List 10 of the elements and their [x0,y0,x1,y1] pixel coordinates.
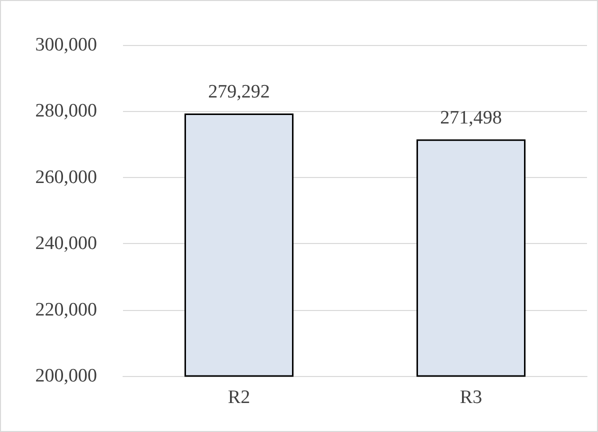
x-tick-label: R3 [460,387,482,408]
y-tick-label: 300,000 [35,34,97,56]
y-tick-label: 260,000 [35,166,97,188]
data-label: 279,292 [208,82,270,103]
y-tick-label: 200,000 [35,366,97,386]
y-tick-label: 240,000 [35,233,97,254]
y-tick-label: 220,000 [35,299,97,320]
y-tick-label: 280,000 [35,100,97,122]
x-tick-label: R2 [228,387,250,408]
data-label: 271,498 [440,107,502,128]
